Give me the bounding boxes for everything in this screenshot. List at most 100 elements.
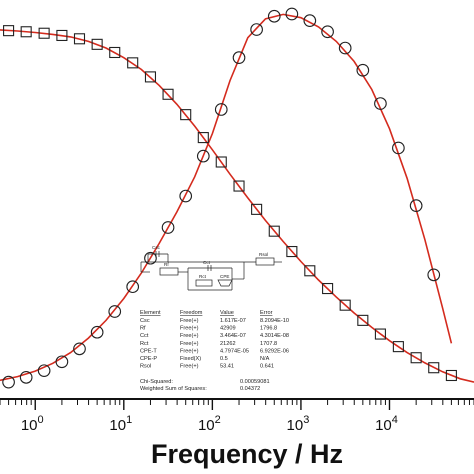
circuit-label-rct: Rct <box>199 274 207 279</box>
circle-marker <box>90 325 104 339</box>
square-marker <box>127 57 139 69</box>
table-cell: CPE-T <box>140 348 157 354</box>
fit-results-table: Element Freedom Value Error Csc Free(+) 1.… <box>140 310 289 392</box>
circle-marker <box>338 41 352 55</box>
table-cell: Free(+) <box>180 341 199 347</box>
square-marker <box>197 132 209 144</box>
circuit-labels: Csc Rf Cct Rct CPE Rsol <box>152 245 268 279</box>
table-cell: CPE-P <box>140 356 157 362</box>
square-marker <box>268 225 280 237</box>
square-marker <box>180 109 192 121</box>
x-tick-label: 102 <box>198 414 221 434</box>
fit-curve-1 <box>0 29 474 383</box>
circle-marker <box>179 189 193 203</box>
circle-marker <box>232 51 246 65</box>
square-marker <box>73 33 86 45</box>
table-cell: Free(+) <box>180 318 199 324</box>
circle-marker <box>409 199 423 213</box>
table-cell: Cct <box>140 333 149 339</box>
circle-marker <box>73 342 86 356</box>
square-marker <box>286 245 298 258</box>
square-marker <box>215 156 227 168</box>
table-cell: Csc <box>140 318 150 324</box>
circle-marker <box>144 251 157 265</box>
table-cell: 8.2094E-10 <box>260 318 289 324</box>
circuit-label-csc: Csc <box>152 245 161 250</box>
wss-label: Weighted Sum of Squares: <box>140 386 207 392</box>
data-markers <box>2 7 457 389</box>
table-cell: 1707.8 <box>260 341 277 347</box>
table-cell: 1796.8 <box>260 326 277 332</box>
table-cell: Free(+) <box>180 326 199 332</box>
circle-marker <box>161 221 175 234</box>
circle-marker <box>126 280 140 294</box>
table-cell: N/A <box>260 356 270 362</box>
table-cell: Free(+) <box>180 348 199 354</box>
circle-marker <box>2 375 15 389</box>
square-marker <box>144 71 157 83</box>
table-header-value: Value <box>220 310 234 316</box>
square-marker <box>445 369 457 382</box>
x-tick-label: 101 <box>109 414 132 434</box>
square-marker <box>3 25 15 37</box>
square-marker <box>38 27 50 39</box>
table-cell: 1.617E-07 <box>220 318 246 324</box>
table-cell: Rct <box>140 341 149 347</box>
square-marker <box>428 362 440 374</box>
square-marker <box>357 314 369 326</box>
circle-marker <box>19 370 33 384</box>
table-cell: 4.3014E-08 <box>260 333 289 339</box>
square-marker <box>20 26 32 38</box>
square-marker <box>56 29 68 42</box>
table-cell: Free(+) <box>180 364 199 370</box>
table-rows: Csc Free(+) 1.617E-07 8.2094E-10 Rf Free(+) 42… <box>140 318 289 370</box>
table-cell: 42909 <box>220 326 236 332</box>
circle-marker <box>374 97 387 110</box>
table-cell: 0.641 <box>260 364 274 370</box>
table-cell: 6.9292E-06 <box>260 348 289 354</box>
circle-marker <box>356 63 370 77</box>
square-marker <box>91 38 103 50</box>
table-cell: 4.7974E-05 <box>220 348 249 354</box>
table-cell: 21262 <box>220 341 236 347</box>
circle-marker <box>55 355 69 369</box>
table-cell: Rf <box>140 326 146 332</box>
x-tick-label: 104 <box>375 414 398 434</box>
square-marker <box>322 282 334 295</box>
table-header-element: Element <box>140 310 161 316</box>
table-header-error: Error <box>260 310 273 316</box>
circle-marker <box>285 7 299 21</box>
table-cell: Fixed(X) <box>180 356 201 362</box>
equivalent-circuit <box>140 251 282 291</box>
circle-marker <box>427 268 441 282</box>
fit-curves <box>0 13 474 383</box>
circle-marker <box>214 103 228 116</box>
square-marker <box>410 352 422 364</box>
circle-marker <box>108 305 122 318</box>
square-marker <box>251 203 263 215</box>
circle-marker <box>267 9 281 23</box>
circle-marker <box>196 149 210 163</box>
circuit-label-rsol: Rsol <box>259 252 268 257</box>
x-tick-label: 100 <box>21 414 44 434</box>
square-marker <box>304 265 316 277</box>
square-marker <box>392 341 404 353</box>
table-cell: 0.5 <box>220 356 228 362</box>
chi-squared-label: Chi-Squared: <box>140 379 173 385</box>
circle-marker <box>321 25 334 39</box>
x-minor-ticks <box>0 399 474 405</box>
square-marker <box>233 180 245 192</box>
circuit-label-rf: Rf <box>164 262 169 267</box>
chi-squared-value: 0.00059081 <box>240 379 270 385</box>
fit-curve-2 <box>0 13 453 382</box>
circle-marker <box>303 14 317 28</box>
circuit-label-cct: Cct <box>203 260 211 265</box>
wss-value: 0.04372 <box>240 386 260 392</box>
circle-marker <box>392 141 405 155</box>
x-axis: 100 101 102 103 104 Frequency / Hz <box>0 398 474 469</box>
square-marker <box>339 299 351 311</box>
circuit-label-cpe: CPE <box>220 274 229 279</box>
table-cell: Free(+) <box>180 333 199 339</box>
x-axis-title: Frequency / Hz <box>151 439 343 469</box>
